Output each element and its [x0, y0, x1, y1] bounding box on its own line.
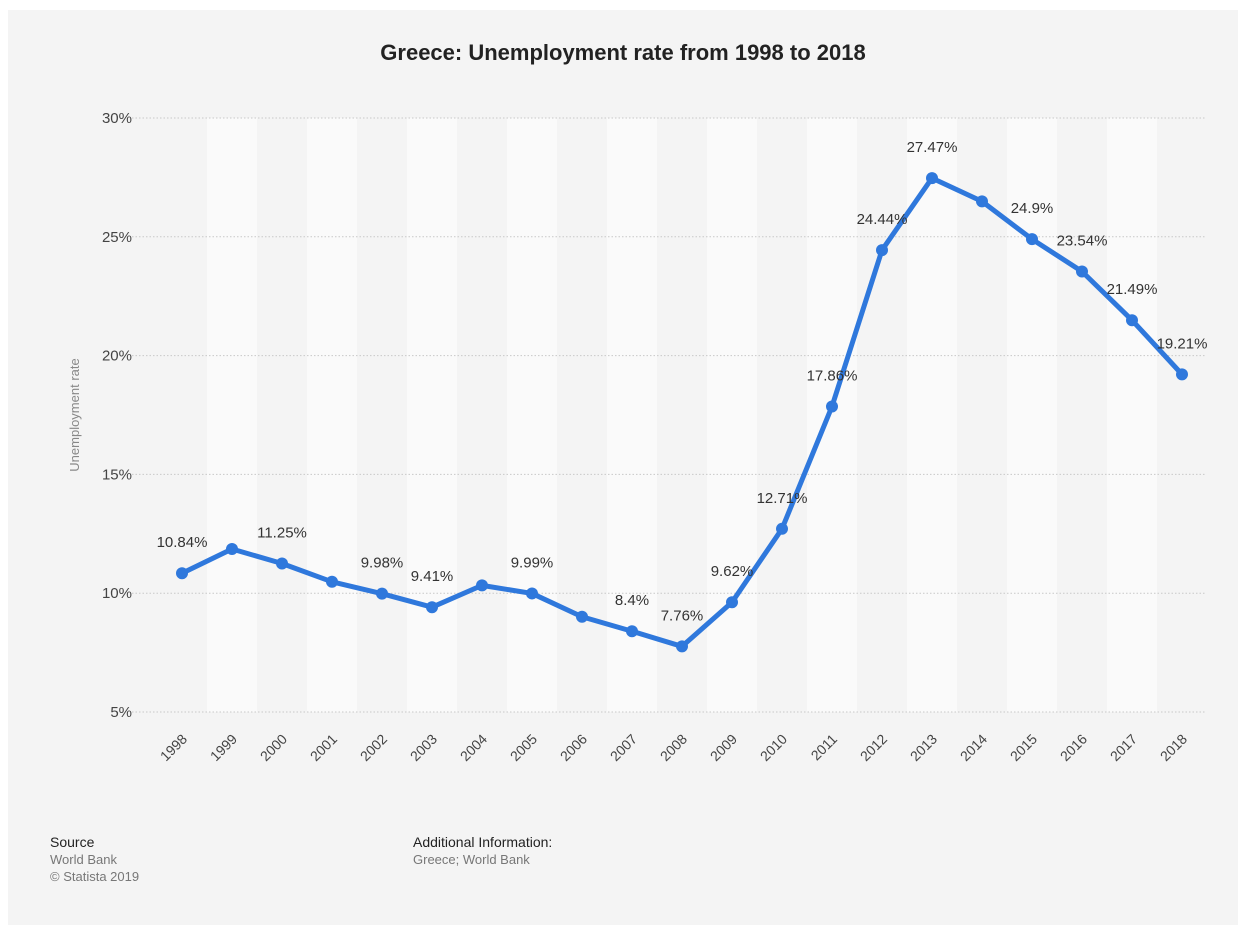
x-tick-label: 2003	[407, 731, 440, 764]
data-point	[226, 543, 238, 556]
column-band	[507, 118, 557, 712]
x-tick-label: 2017	[1107, 731, 1140, 764]
y-tick-label: 20%	[102, 348, 132, 365]
additional-info-text: Greece; World Bank	[413, 852, 530, 867]
data-label: 24.9%	[1011, 200, 1054, 217]
x-tick-label: 2001	[307, 731, 340, 764]
x-tick-label: 2011	[808, 731, 841, 764]
data-label: 19.21%	[1157, 335, 1208, 352]
column-band	[207, 118, 257, 712]
y-axis-label: Unemployment rate	[67, 358, 82, 471]
column-band	[607, 118, 657, 712]
x-tick-label: 2009	[707, 731, 740, 764]
x-tick-label: 2006	[557, 731, 590, 764]
chart-title: Greece: Unemployment rate from 1998 to 2…	[380, 40, 866, 65]
column-band	[707, 118, 757, 712]
data-point	[1076, 265, 1088, 278]
x-tick-label: 2005	[507, 731, 540, 764]
data-label: 27.47%	[907, 139, 958, 156]
data-label: 24.44%	[857, 211, 908, 228]
data-point	[526, 587, 538, 600]
column-band	[807, 118, 857, 712]
x-tick-label: 2018	[1157, 731, 1190, 764]
data-point	[1176, 368, 1188, 381]
data-label: 17.86%	[807, 367, 858, 384]
y-tick-label: 25%	[102, 229, 132, 246]
y-tick-label: 10%	[102, 585, 132, 602]
y-tick-label: 5%	[110, 704, 132, 721]
source-block: Source World Bank © Statista 2019	[50, 834, 139, 885]
data-point	[876, 244, 888, 257]
column-band	[1007, 118, 1057, 712]
data-point	[426, 601, 438, 614]
data-label: 21.49%	[1107, 281, 1158, 298]
data-point	[676, 640, 688, 653]
x-tick-label: 2007	[607, 731, 640, 764]
additional-info-heading: Additional Information:	[413, 834, 553, 850]
data-point	[576, 610, 588, 623]
column-band	[907, 118, 957, 712]
x-tick-label: 2014	[957, 731, 990, 764]
x-tick-label: 2010	[757, 731, 790, 764]
data-point	[976, 195, 988, 208]
source-heading: Source	[50, 834, 95, 850]
x-tick-label: 2015	[1007, 731, 1040, 764]
data-label: 12.71%	[757, 490, 808, 507]
data-point	[276, 557, 288, 570]
y-tick-label: 30%	[102, 110, 132, 127]
data-label: 11.25%	[257, 525, 307, 542]
x-tick-label: 2012	[857, 731, 890, 764]
data-label: 9.99%	[511, 554, 554, 571]
data-label: 7.76%	[661, 607, 704, 624]
data-label: 8.4%	[615, 592, 649, 609]
column-band	[1107, 118, 1157, 712]
source-name: World Bank	[50, 852, 117, 867]
data-point	[326, 575, 338, 588]
data-point	[376, 587, 388, 600]
data-point	[1026, 233, 1038, 246]
additional-info-block: Additional Information: Greece; World Ba…	[413, 834, 552, 868]
x-tick-label: 1998	[157, 731, 190, 764]
x-tick-label: 2013	[907, 731, 940, 764]
data-point	[1126, 314, 1138, 327]
x-tick-label: 2002	[357, 731, 390, 764]
data-label: 10.84%	[157, 534, 208, 551]
x-tick-label: 2016	[1057, 731, 1090, 764]
column-band	[307, 118, 357, 712]
x-tick-label: 1999	[207, 731, 240, 764]
y-tick-label: 15%	[102, 466, 132, 483]
column-band	[407, 118, 457, 712]
data-point	[826, 400, 838, 413]
data-point	[726, 596, 738, 609]
data-point	[476, 579, 488, 592]
x-tick-label: 2008	[657, 731, 690, 764]
x-tick-label: 2000	[257, 731, 290, 764]
data-label: 9.41%	[411, 568, 454, 585]
x-tick-label: 2004	[457, 731, 490, 764]
data-point	[776, 522, 788, 535]
data-point	[176, 567, 188, 580]
copyright-text: © Statista 2019	[50, 869, 140, 884]
data-label: 23.54%	[1057, 232, 1108, 249]
data-label: 9.98%	[361, 555, 404, 572]
data-label: 9.62%	[711, 563, 754, 580]
data-point	[926, 172, 938, 185]
data-point	[626, 625, 638, 638]
